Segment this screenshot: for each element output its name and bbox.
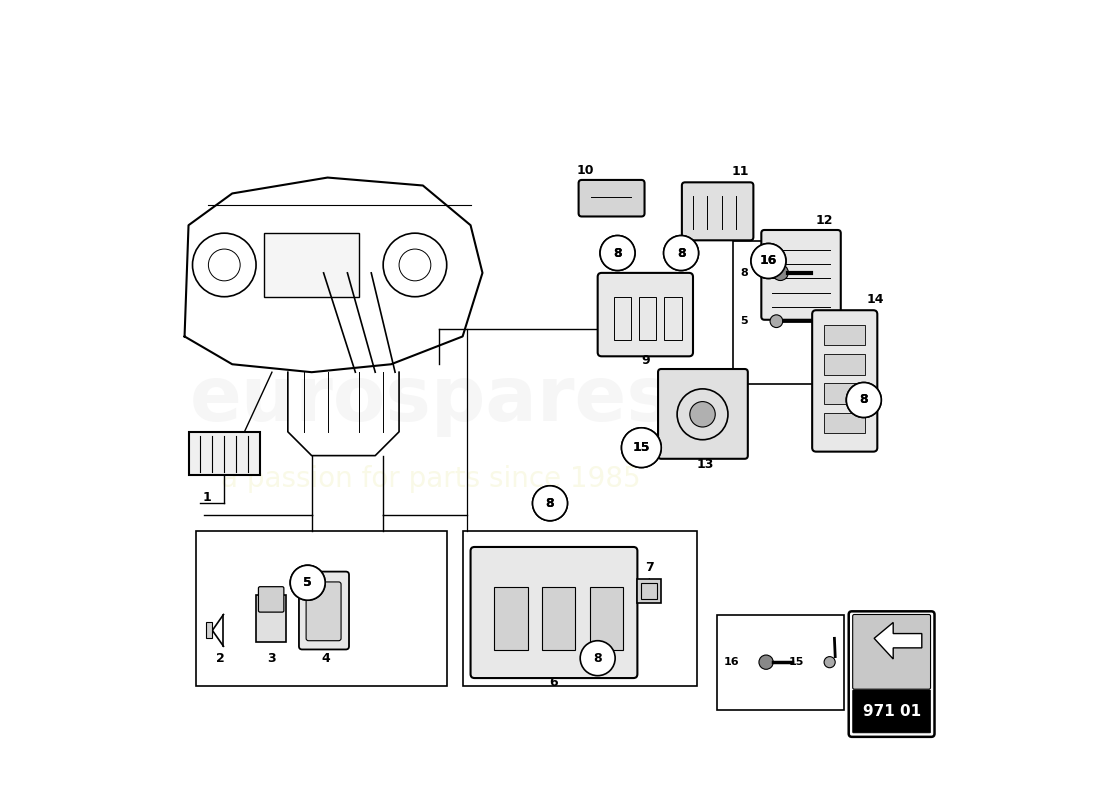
Bar: [264, 233, 360, 297]
FancyBboxPatch shape: [579, 180, 645, 217]
Text: 12: 12: [815, 214, 833, 226]
Text: 7: 7: [645, 561, 653, 574]
Text: 15: 15: [632, 441, 650, 454]
Circle shape: [751, 243, 785, 278]
Text: 8: 8: [593, 652, 602, 665]
Circle shape: [601, 235, 635, 270]
Circle shape: [770, 315, 783, 327]
Circle shape: [846, 382, 881, 418]
Bar: [824, 325, 866, 345]
Text: 4: 4: [321, 652, 330, 665]
Bar: [494, 586, 528, 650]
Bar: [590, 586, 623, 650]
Text: 8: 8: [676, 246, 685, 259]
Bar: [197, 531, 447, 686]
Text: 16: 16: [723, 657, 739, 667]
Bar: [463, 531, 697, 686]
Text: 15: 15: [789, 657, 804, 667]
FancyBboxPatch shape: [852, 690, 931, 733]
FancyBboxPatch shape: [258, 586, 284, 612]
Text: a passion for parts since 1985: a passion for parts since 1985: [221, 466, 640, 494]
Text: eurospares: eurospares: [189, 363, 672, 437]
Bar: [824, 354, 866, 374]
Text: 5: 5: [304, 576, 312, 590]
Circle shape: [824, 657, 835, 668]
Text: 8: 8: [859, 394, 868, 406]
Circle shape: [290, 566, 326, 600]
Text: 10: 10: [578, 163, 594, 177]
Circle shape: [772, 265, 789, 281]
Text: 8: 8: [546, 497, 554, 510]
Bar: [824, 413, 866, 434]
FancyBboxPatch shape: [852, 614, 931, 689]
FancyBboxPatch shape: [761, 230, 840, 320]
FancyBboxPatch shape: [682, 182, 754, 240]
Circle shape: [601, 235, 635, 270]
FancyBboxPatch shape: [299, 571, 349, 650]
Text: 1: 1: [202, 491, 211, 504]
Circle shape: [532, 486, 568, 521]
Bar: [824, 383, 866, 404]
Circle shape: [621, 428, 661, 467]
Circle shape: [290, 566, 326, 600]
Circle shape: [663, 235, 698, 270]
Text: 8: 8: [613, 246, 621, 259]
Circle shape: [663, 235, 698, 270]
Text: 971 01: 971 01: [862, 704, 921, 719]
FancyBboxPatch shape: [658, 369, 748, 458]
Text: 3: 3: [267, 652, 276, 665]
Text: 5: 5: [304, 576, 312, 590]
FancyBboxPatch shape: [471, 547, 637, 678]
Bar: [664, 297, 682, 341]
Text: 2: 2: [216, 652, 224, 665]
Bar: [256, 594, 286, 642]
Text: 9: 9: [641, 354, 650, 367]
Text: 8: 8: [546, 497, 554, 510]
Text: 16: 16: [760, 254, 778, 267]
Text: 8: 8: [859, 394, 868, 406]
FancyBboxPatch shape: [306, 582, 341, 641]
Text: 15: 15: [632, 441, 650, 454]
Text: 13: 13: [696, 458, 714, 470]
FancyBboxPatch shape: [597, 273, 693, 356]
Bar: [639, 297, 657, 341]
Text: 6: 6: [550, 676, 559, 689]
Polygon shape: [874, 622, 922, 659]
FancyBboxPatch shape: [849, 611, 935, 737]
Bar: [206, 622, 212, 638]
Bar: [637, 578, 661, 602]
Circle shape: [759, 655, 773, 670]
Text: 5: 5: [740, 316, 748, 326]
Circle shape: [532, 486, 568, 521]
Text: 11: 11: [732, 165, 749, 178]
Bar: [641, 582, 658, 598]
Bar: [614, 297, 631, 341]
FancyBboxPatch shape: [812, 310, 878, 452]
Circle shape: [621, 428, 661, 467]
Text: 8: 8: [676, 246, 685, 259]
Bar: [717, 614, 844, 710]
Bar: [733, 241, 828, 384]
Circle shape: [580, 641, 615, 676]
Text: 14: 14: [867, 293, 884, 306]
Circle shape: [751, 243, 785, 278]
Circle shape: [690, 402, 715, 427]
Bar: [542, 586, 575, 650]
Circle shape: [846, 382, 881, 418]
Text: 8: 8: [613, 246, 621, 259]
Text: 16: 16: [760, 254, 778, 267]
Text: 8: 8: [740, 267, 748, 278]
Bar: [188, 432, 260, 475]
